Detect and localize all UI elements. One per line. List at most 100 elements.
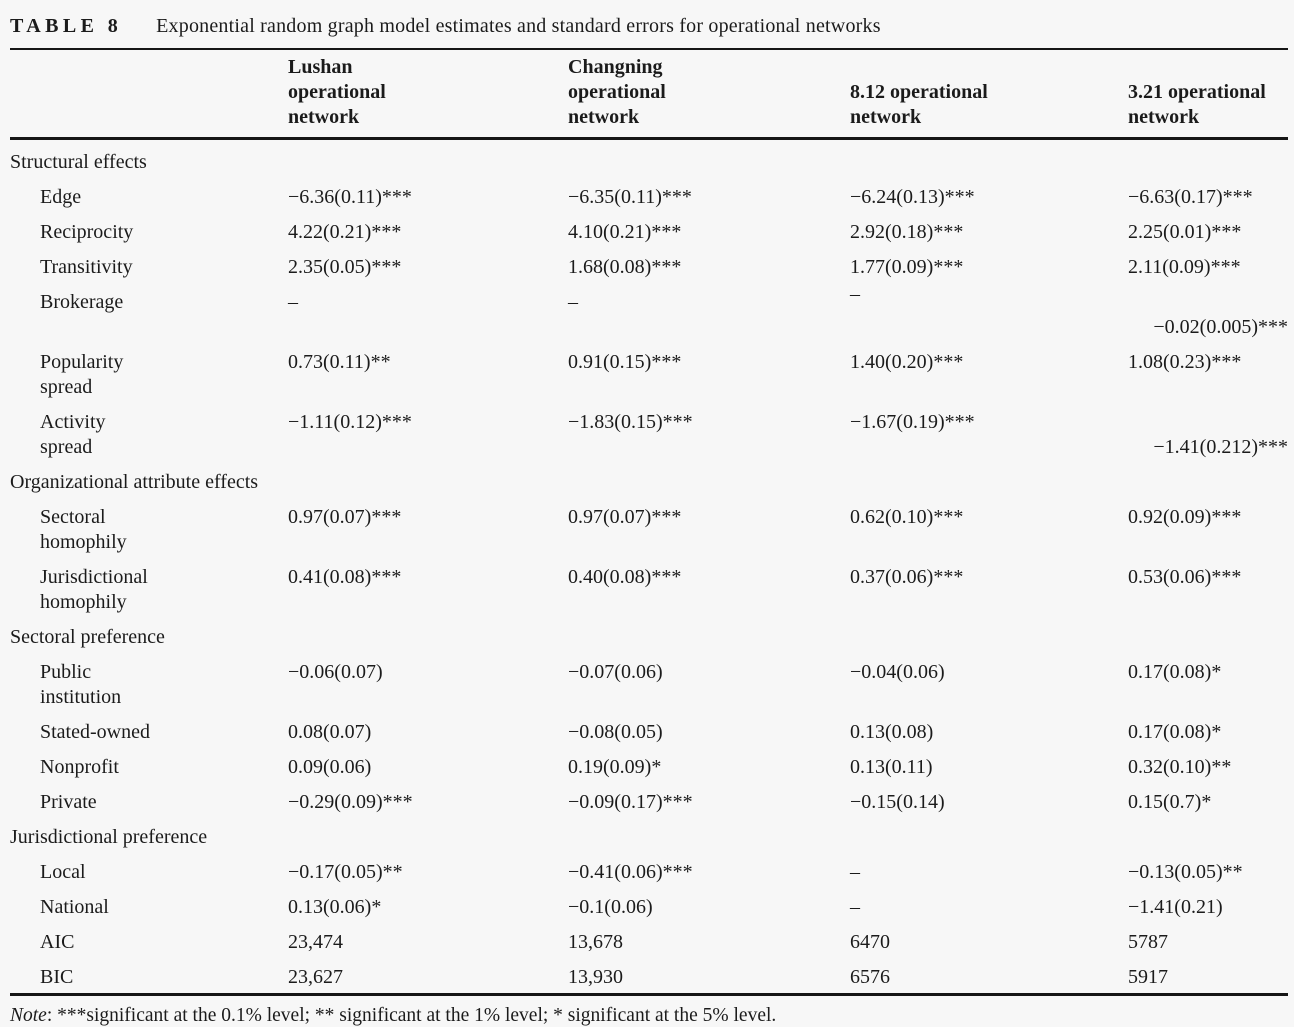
row-label: Transitivity (40, 256, 133, 278)
cell-value: 6576 (850, 966, 890, 988)
cell-value: 4.22(0.21)*** (288, 221, 402, 243)
row-label: Nonprofit (40, 756, 119, 778)
table-row: Brokerage – – – −0.02(0.005)*** (10, 280, 1288, 340)
table-caption: TABLE 8 Exponential random graph model e… (10, 0, 1288, 50)
cell-value: −1.83(0.15)*** (568, 411, 693, 433)
cell-value: 0.13(0.11) (850, 756, 933, 778)
cell-value: 2.35(0.05)*** (288, 256, 402, 278)
cell-value: 0.62(0.10)*** (850, 506, 964, 528)
cell-value: 0.91(0.15)*** (568, 351, 682, 373)
cell-value: 0.73(0.11)** (288, 351, 391, 373)
cell-value: 1.77(0.09)*** (850, 256, 964, 278)
table-number: TABLE 8 (10, 15, 123, 37)
table-row: Edge −6.36(0.11)*** −6.35(0.11)*** −6.24… (10, 175, 1288, 210)
table-row: National 0.13(0.06)* −0.1(0.06) – −1.41(… (10, 885, 1288, 920)
row-label-line: spread (40, 376, 93, 398)
cell-value: −0.06(0.07) (288, 661, 383, 683)
table-row: Transitivity 2.35(0.05)*** 1.68(0.08)***… (10, 245, 1288, 280)
cell-value: 2.11(0.09)*** (1128, 256, 1241, 278)
cell-value: 4.10(0.21)*** (568, 221, 682, 243)
header-line: Changning (568, 56, 663, 78)
cell-value: 6470 (850, 931, 890, 953)
header-line: operational (288, 81, 386, 103)
row-label-line: homophily (40, 591, 127, 613)
header-line: 8.12 operational (850, 81, 988, 103)
cell-value: 0.19(0.09)* (568, 756, 662, 778)
cell-value: 1.40(0.20)*** (850, 351, 964, 373)
table-row: Activity spread −1.11(0.12)*** −1.83(0.1… (10, 400, 1288, 460)
table-row: Jurisdictional homophily 0.41(0.08)*** 0… (10, 555, 1288, 615)
note-label: Note (10, 1005, 47, 1026)
table-row: Nonprofit 0.09(0.06) 0.19(0.09)* 0.13(0.… (10, 745, 1288, 780)
row-label: Public institution (10, 660, 288, 710)
cell-value: 0.17(0.08)* (1128, 661, 1222, 683)
cell-value: 0.97(0.07)*** (288, 506, 402, 528)
cell-value: 13,930 (568, 966, 623, 988)
table-row: AIC 23,474 13,678 6470 5787 (10, 920, 1288, 955)
header-line: 3.21 operational (1128, 81, 1266, 103)
table-row: Private −0.29(0.09)*** −0.09(0.17)*** −0… (10, 780, 1288, 815)
row-label-line: homophily (40, 531, 127, 553)
table-row: Stated-owned 0.08(0.07) −0.08(0.05) 0.13… (10, 710, 1288, 745)
cell-value: 0.37(0.06)*** (850, 566, 964, 588)
cell-value: −0.1(0.06) (568, 896, 653, 918)
cell-value: 0.41(0.08)*** (288, 566, 402, 588)
cell-value-overflow: −1.41(0.212)*** (1153, 436, 1288, 458)
cell-value: 23,474 (288, 931, 343, 953)
row-label: Sectoral homophily (10, 505, 288, 555)
row-label: Popularity spread (10, 350, 288, 400)
cell-value: −1.11(0.12)*** (288, 411, 412, 433)
cell-value: 0.53(0.06)*** (1128, 566, 1242, 588)
header-line: network (1128, 106, 1200, 128)
table-row: Local −0.17(0.05)** −0.41(0.06)*** – −0.… (10, 850, 1288, 885)
header-line: network (568, 106, 640, 128)
cell-value: 13,678 (568, 931, 623, 953)
cell-value: −0.08(0.05) (568, 721, 663, 743)
table-title: Exponential random graph model estimates… (156, 15, 881, 37)
cell-value: −6.36(0.11)*** (288, 186, 412, 208)
cell-value: 0.32(0.10)** (1128, 756, 1232, 778)
section-label: Sectoral preference (10, 626, 165, 648)
section-row: Structural effects (10, 140, 1288, 175)
cell-value: 5787 (1128, 931, 1168, 953)
cell-value: −0.17(0.05)** (288, 861, 403, 883)
cell-value: – (288, 291, 298, 313)
cell-value: 0.08(0.07) (288, 721, 372, 743)
cell-value: −0.29(0.09)*** (288, 791, 413, 813)
cell-value: −1.41(0.21) (1128, 896, 1223, 918)
cell-value: 0.13(0.08) (850, 721, 934, 743)
cell-value: −1.67(0.19)*** (850, 411, 975, 433)
cell-value: 0.92(0.09)*** (1128, 506, 1242, 528)
table-row: Reciprocity 4.22(0.21)*** 4.10(0.21)*** … (10, 210, 1288, 245)
cell-value: – (850, 896, 860, 918)
table-header-row: Lushan operational network Changning ope… (10, 50, 1288, 140)
header-line: Lushan (288, 56, 353, 78)
section-label: Organizational attribute effects (10, 471, 259, 493)
header-line: operational (568, 81, 666, 103)
row-label: Jurisdictional homophily (10, 565, 288, 615)
row-label-line: Jurisdictional (40, 566, 148, 588)
section-row: Jurisdictional preference (10, 815, 1288, 850)
table-note: Note: ***significant at the 0.1% level; … (10, 996, 1288, 1027)
cell-value: 2.25(0.01)*** (1128, 221, 1242, 243)
cell-value: −6.35(0.11)*** (568, 186, 692, 208)
row-label-line: spread (40, 436, 93, 458)
cell-value: 2.92(0.18)*** (850, 221, 964, 243)
table-row: Sectoral homophily 0.97(0.07)*** 0.97(0.… (10, 495, 1288, 555)
row-label: Local (40, 861, 86, 883)
column-header-changning: Changning operational network (568, 55, 850, 130)
cell-value: 0.40(0.08)*** (568, 566, 682, 588)
row-label: Stated-owned (40, 721, 150, 743)
row-label: Edge (40, 186, 82, 208)
header-line: network (288, 106, 360, 128)
cell-value: 0.15(0.7)* (1128, 791, 1212, 813)
row-label: BIC (40, 966, 74, 988)
row-label-line: Popularity (40, 351, 124, 373)
cell-value: −6.63(0.17)*** (1128, 186, 1253, 208)
row-label-line: Activity (40, 411, 106, 433)
cell-value: 0.09(0.06) (288, 756, 372, 778)
cell-value: −0.41(0.06)*** (568, 861, 693, 883)
cell-value: −6.24(0.13)*** (850, 186, 975, 208)
row-label-line: Sectoral (40, 506, 106, 528)
cell-value: −0.13(0.05)** (1128, 861, 1243, 883)
